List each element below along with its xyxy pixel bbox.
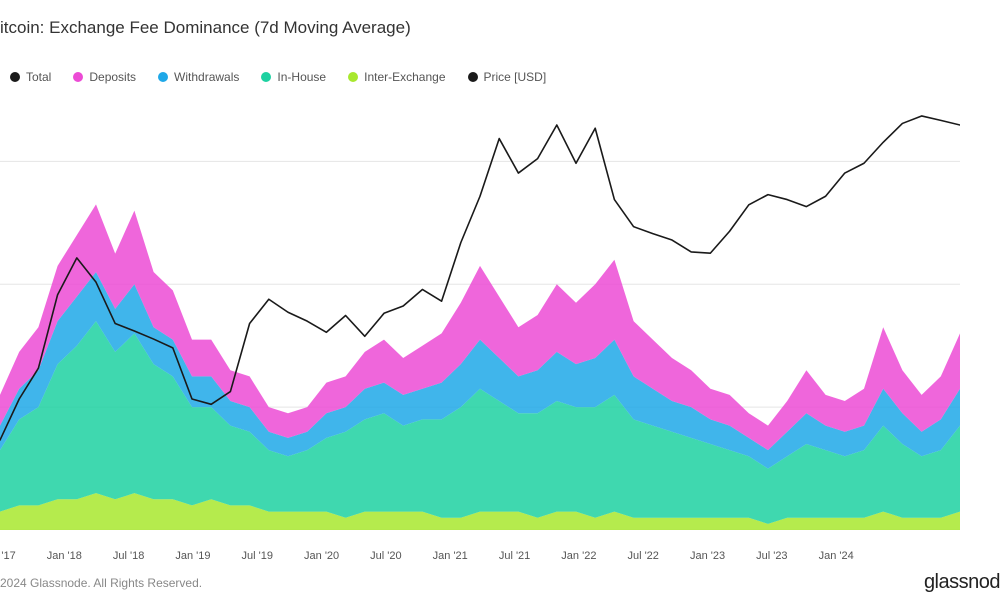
legend-item: In-House <box>261 70 326 84</box>
legend-dot <box>10 72 20 82</box>
x-tick-label: Jul '19 <box>242 550 273 562</box>
legend-item: Inter-Exchange <box>348 70 445 84</box>
copyright-text: 2024 Glassnode. All Rights Reserved. <box>0 576 202 590</box>
legend-dot <box>348 72 358 82</box>
legend-dot <box>73 72 83 82</box>
x-tick-label: Jan '21 <box>433 550 468 562</box>
legend-item: Deposits <box>73 70 136 84</box>
x-tick-label: Jan '19 <box>175 550 210 562</box>
brand-logo: glassnod <box>924 571 1000 594</box>
legend-label: Inter-Exchange <box>364 70 445 84</box>
legend-label: In-House <box>277 70 326 84</box>
x-tick-label: Jul '22 <box>627 550 658 562</box>
legend-dot <box>468 72 478 82</box>
chart-area: 0%20%40%60% $1k$4k$8k$20k$60k Jul '17Jan… <box>0 100 960 530</box>
x-tick-label: Jul '23 <box>756 550 787 562</box>
x-tick-label: Jan '18 <box>47 550 82 562</box>
x-tick-label: Jul '17 <box>0 550 16 562</box>
legend-label: Withdrawals <box>174 70 239 84</box>
legend-item: Price [USD] <box>468 70 547 84</box>
x-tick-label: Jan '22 <box>561 550 596 562</box>
legend-item: Withdrawals <box>158 70 239 84</box>
legend-dot <box>158 72 168 82</box>
x-tick-label: Jan '24 <box>819 550 854 562</box>
chart-svg <box>0 100 960 530</box>
legend-label: Deposits <box>89 70 136 84</box>
legend-label: Price [USD] <box>484 70 547 84</box>
legend: Total Deposits Withdrawals In-House Inter-Ex… <box>10 70 546 84</box>
x-tick-label: Jan '20 <box>304 550 339 562</box>
legend-dot <box>261 72 271 82</box>
x-tick-label: Jan '23 <box>690 550 725 562</box>
legend-label: Total <box>26 70 51 84</box>
x-tick-label: Jul '20 <box>370 550 401 562</box>
legend-item: Total <box>10 70 51 84</box>
x-tick-label: Jul '18 <box>113 550 144 562</box>
chart-title: itcoin: Exchange Fee Dominance (7d Movin… <box>0 18 411 38</box>
x-tick-label: Jul '21 <box>499 550 530 562</box>
